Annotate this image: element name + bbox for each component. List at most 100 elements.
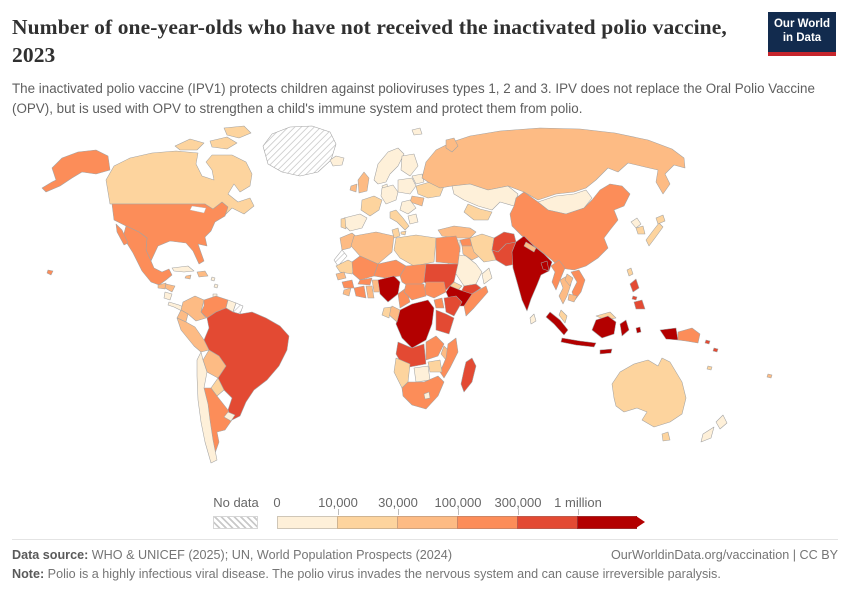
- region-indonesia-kalimantan[interactable]: [591, 315, 617, 339]
- region-ghana[interactable]: [365, 285, 375, 299]
- region-indonesia-maluku[interactable]: [635, 326, 642, 334]
- region-tunisia[interactable]: [391, 227, 401, 239]
- region-uruguay[interactable]: [223, 411, 236, 422]
- region-lesotho[interactable]: [423, 391, 431, 400]
- region-zambia[interactable]: [425, 335, 445, 361]
- region-indonesia-java[interactable]: [560, 337, 597, 348]
- region-somalia[interactable]: [463, 285, 489, 317]
- region-tasmania[interactable]: [661, 431, 671, 442]
- region-uganda[interactable]: [433, 297, 445, 309]
- region-tanzania[interactable]: [435, 309, 455, 335]
- region-oman[interactable]: [481, 267, 493, 285]
- region-gabon[interactable]: [381, 306, 392, 319]
- legend-no-data-swatch[interactable]: [213, 516, 258, 529]
- region-fiji[interactable]: [766, 373, 773, 379]
- region-senegal[interactable]: [335, 271, 347, 281]
- region-south-sudan[interactable]: [423, 281, 447, 299]
- region-democratic-republic-of-congo[interactable]: [395, 299, 435, 349]
- region-belarus[interactable]: [411, 173, 425, 185]
- region-taiwan[interactable]: [626, 267, 634, 277]
- region-finland[interactable]: [400, 153, 419, 177]
- region-balkans[interactable]: [399, 199, 417, 215]
- region-sierra-leone[interactable]: [342, 287, 352, 297]
- region-indonesia-sumatra[interactable]: [545, 311, 569, 336]
- region-guatemala[interactable]: [157, 282, 167, 290]
- region-nepal[interactable]: [523, 241, 537, 253]
- region-cuba[interactable]: [171, 265, 195, 273]
- owid-link[interactable]: OurWorldinData.org/vaccination | CC BY: [610, 548, 838, 562]
- region-nicaragua[interactable]: [163, 291, 173, 301]
- region-india[interactable]: [511, 235, 553, 312]
- region-canada-arctic[interactable]: [174, 138, 205, 151]
- region-italy-sicily[interactable]: [400, 230, 407, 236]
- legend-bin-1[interactable]: [337, 516, 397, 529]
- region-united-kingdom[interactable]: [357, 171, 370, 194]
- region-greece[interactable]: [407, 213, 419, 225]
- region-solomon-islands[interactable]: [712, 347, 719, 353]
- region-sri-lanka[interactable]: [529, 313, 537, 325]
- region-iraq[interactable]: [461, 245, 481, 261]
- region-svalbard[interactable]: [411, 127, 423, 136]
- region-new-zealand-north[interactable]: [715, 414, 728, 430]
- region-south-korea[interactable]: [635, 225, 646, 235]
- region-indonesia-west-papua[interactable]: [659, 327, 679, 341]
- region-philippines[interactable]: [631, 295, 638, 301]
- region-france[interactable]: [360, 195, 383, 217]
- region-algeria[interactable]: [350, 231, 395, 265]
- region-madagascar[interactable]: [460, 357, 477, 393]
- legend-bin-2[interactable]: [397, 516, 457, 529]
- region-myanmar[interactable]: [550, 259, 566, 291]
- region-north-korea[interactable]: [630, 217, 642, 229]
- region-philippines[interactable]: [633, 299, 646, 310]
- region-romania[interactable]: [409, 195, 425, 207]
- region-greenland[interactable]: [262, 125, 337, 177]
- region-usa-alaska[interactable]: [41, 149, 111, 193]
- region-kenya[interactable]: [443, 295, 463, 317]
- legend-bin-5[interactable]: [577, 516, 637, 529]
- region-jamaica[interactable]: [184, 274, 192, 280]
- region-ireland[interactable]: [349, 183, 358, 193]
- region-scandinavia[interactable]: [373, 147, 405, 185]
- region-indonesia-sulawesi[interactable]: [619, 319, 630, 337]
- region-libya[interactable]: [393, 234, 437, 267]
- region-ivory-coast[interactable]: [353, 285, 367, 299]
- region-botswana[interactable]: [413, 365, 431, 383]
- region-japan-hokkaido[interactable]: [655, 214, 666, 225]
- region-central-african-republic[interactable]: [403, 283, 427, 301]
- region-central-asia[interactable]: [463, 203, 493, 221]
- region-cambodia[interactable]: [567, 293, 578, 303]
- region-malaysia[interactable]: [558, 309, 568, 324]
- region-new-caledonia[interactable]: [706, 365, 713, 371]
- region-italy[interactable]: [389, 209, 410, 231]
- region-vietnam[interactable]: [570, 269, 586, 301]
- region-papua-new-guinea[interactable]: [677, 327, 701, 344]
- region-western-sahara[interactable]: [333, 249, 348, 267]
- region-canada[interactable]: [105, 150, 255, 217]
- region-australia[interactable]: [611, 357, 687, 428]
- region-new-zealand-south[interactable]: [700, 426, 715, 443]
- region-canada-arctic[interactable]: [209, 136, 238, 150]
- region-honduras[interactable]: [164, 283, 176, 293]
- region-egypt[interactable]: [435, 235, 461, 265]
- region-usa-hawaii[interactable]: [46, 269, 54, 276]
- region-turkey[interactable]: [437, 225, 477, 239]
- region-mozambique[interactable]: [439, 337, 459, 379]
- region-nigeria[interactable]: [377, 275, 401, 303]
- region-mexico-baja[interactable]: [115, 223, 129, 246]
- owid-logo[interactable]: Our World in Data: [768, 12, 836, 56]
- region-mexico[interactable]: [122, 225, 173, 286]
- region-philippines[interactable]: [629, 278, 640, 293]
- region-portugal[interactable]: [340, 217, 347, 230]
- region-chile[interactable]: [196, 351, 218, 464]
- region-zimbabwe[interactable]: [427, 359, 443, 373]
- region-iceland[interactable]: [329, 155, 345, 167]
- legend-bin-3[interactable]: [457, 516, 517, 529]
- region-laos[interactable]: [564, 273, 574, 287]
- world-choropleth-map[interactable]: [0, 122, 850, 487]
- region-peru[interactable]: [176, 317, 210, 353]
- legend-bin-0[interactable]: [277, 516, 337, 529]
- region-kazakhstan[interactable]: [451, 183, 519, 211]
- region-solomon-islands[interactable]: [704, 339, 711, 345]
- region-japan[interactable]: [645, 222, 664, 247]
- region-canada-arctic[interactable]: [223, 125, 252, 139]
